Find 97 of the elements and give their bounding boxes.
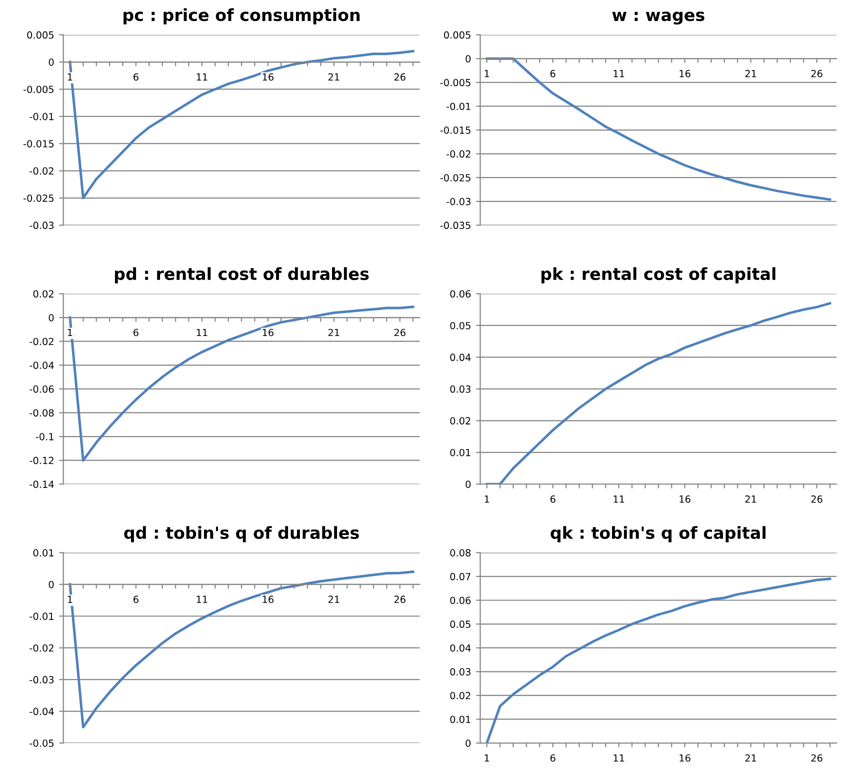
chart-title: pc : price of consumption (124, 8, 360, 24)
chart-title: pd : rental cost of durables (114, 267, 369, 284)
x-tick-label: 1 (68, 73, 72, 81)
x-tick-label: 16 (262, 73, 274, 81)
x-tick-label: 26 (811, 754, 822, 762)
chart-title: w : wages (612, 12, 704, 25)
y-tick-label: 0 (466, 740, 471, 747)
line-series (68, 50, 414, 200)
x-tick-label: 21 (745, 754, 756, 762)
y-tick-label: -0.05 (30, 740, 54, 747)
x-tick-label: 1 (484, 70, 490, 78)
y-tick-label: 0.005 (27, 31, 54, 39)
y-tick-label: -0.035 (440, 222, 470, 230)
x-tick-label: 21 (745, 70, 756, 78)
x-tick-label: 21 (328, 596, 340, 603)
x-tick-label: 11 (614, 496, 624, 503)
y-tick-label: 0.01 (450, 716, 470, 724)
x-tick-label: 26 (811, 495, 822, 503)
x-tick-label: 26 (394, 73, 406, 81)
x-tick-label: 6 (550, 495, 556, 503)
x-tick-label: 1 (68, 328, 72, 336)
y-tick-label: 0 (466, 55, 471, 62)
line-series (68, 570, 414, 728)
chart-title: qd : tobin's q of durables (124, 526, 359, 542)
y-tick-label: -0.12 (30, 456, 54, 464)
line-series (486, 302, 832, 484)
chart-title: pk : rental cost of capital (541, 267, 776, 284)
y-tick-label: -0.005 (23, 86, 54, 94)
y-tick-label: -0.02 (30, 338, 54, 346)
y-tick-label: 0.01 (450, 448, 470, 456)
x-tick-label: 11 (196, 328, 208, 336)
y-tick-label: -0.03 (30, 222, 54, 230)
x-tick-label: 11 (614, 70, 624, 78)
y-tick-label: -0.06 (30, 385, 54, 393)
y-tick-label: 0.05 (450, 322, 470, 330)
y-tick-label: -0.03 (446, 198, 470, 206)
y-tick-label: 0.08 (450, 549, 471, 556)
line-series (68, 306, 414, 462)
y-tick-label: 0.02 (450, 692, 470, 700)
y-tick-label: 0.04 (450, 644, 471, 652)
x-tick-label: 16 (680, 754, 690, 762)
y-tick-label: -0.04 (30, 708, 54, 716)
y-tick-label: 0 (48, 314, 54, 322)
y-tick-label: 0.04 (450, 354, 471, 362)
x-tick-label: 1 (68, 596, 72, 603)
chart-title: qk : tobin's q of capital (550, 526, 766, 542)
x-tick-label: 21 (328, 328, 340, 336)
y-tick-label: -0.01 (30, 612, 54, 620)
y-tick-label: -0.025 (23, 194, 54, 202)
y-tick-label: -0.005 (440, 78, 470, 86)
x-tick-label: 26 (394, 328, 406, 336)
y-tick-label: 0.06 (450, 290, 471, 298)
y-tick-label: 0.03 (450, 385, 470, 393)
y-tick-label: 0 (48, 58, 54, 66)
x-tick-label: 21 (745, 495, 756, 503)
y-tick-label: 0.02 (450, 417, 470, 424)
x-tick-label: 16 (680, 495, 690, 503)
y-tick-label: -0.08 (30, 409, 54, 417)
x-tick-label: 26 (811, 70, 822, 78)
y-tick-label: -0.04 (30, 362, 54, 369)
y-tick-label: -0.03 (30, 676, 54, 684)
y-tick-label: -0.01 (446, 102, 470, 110)
y-tick-label: 0.03 (450, 668, 470, 676)
x-tick-label: 26 (394, 596, 406, 604)
y-tick-label: 0.01 (33, 549, 54, 556)
y-tick-label: 0 (48, 580, 54, 588)
x-tick-label: 6 (134, 73, 138, 81)
x-tick-label: 16 (262, 596, 274, 604)
x-tick-label: 11 (196, 596, 208, 603)
y-tick-label: -0.02 (30, 644, 54, 652)
x-tick-label: 6 (550, 754, 556, 762)
x-tick-label: 11 (196, 73, 208, 81)
x-tick-label: 6 (134, 328, 138, 336)
y-tick-label: 0.07 (450, 572, 470, 580)
y-tick-label: -0.14 (30, 480, 54, 488)
y-tick-label: 0.005 (444, 31, 470, 39)
y-tick-label: 0.06 (450, 596, 471, 604)
y-tick-label: -0.015 (440, 126, 470, 134)
x-tick-label: 16 (680, 70, 690, 78)
y-tick-label: 0.02 (33, 290, 54, 298)
x-tick-label: 11 (614, 754, 624, 762)
x-tick-label: 1 (484, 754, 490, 762)
y-tick-label: -0.025 (440, 174, 470, 182)
x-tick-label: 1 (484, 496, 490, 503)
y-tick-label: -0.015 (23, 140, 54, 148)
y-tick-label: 0 (466, 480, 471, 488)
line-series (486, 578, 832, 744)
y-tick-label: -0.1 (36, 433, 54, 440)
x-tick-label: 6 (134, 596, 138, 604)
y-tick-label: -0.02 (30, 167, 54, 175)
y-tick-label: 0.05 (450, 620, 470, 628)
x-tick-label: 21 (328, 73, 340, 81)
x-tick-label: 6 (550, 70, 556, 78)
y-tick-label: -0.02 (446, 150, 470, 158)
x-tick-label: 16 (262, 328, 274, 336)
y-tick-label: -0.01 (30, 112, 54, 120)
line-series (486, 57, 832, 201)
